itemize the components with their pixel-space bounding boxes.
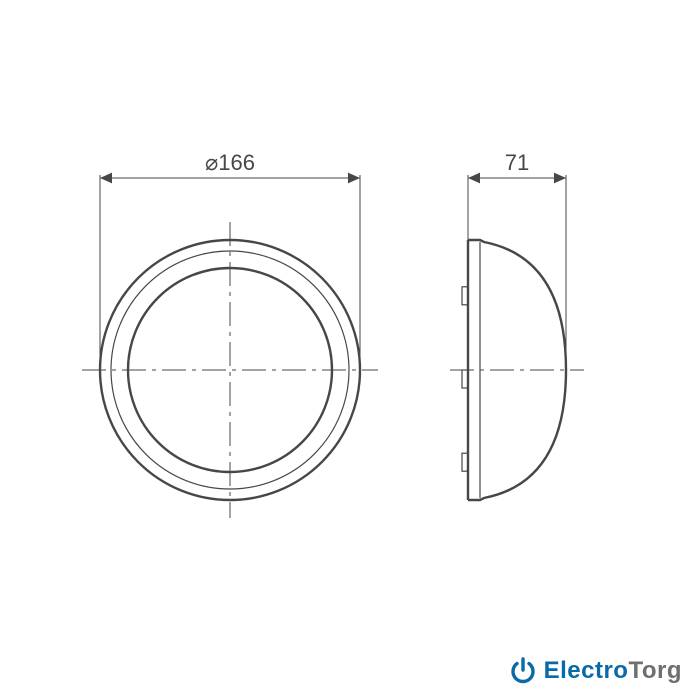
svg-text:⌀166: ⌀166 <box>205 150 255 175</box>
brand-text: ElectroTorg <box>544 657 682 685</box>
svg-text:71: 71 <box>505 150 529 175</box>
brand-logo: ElectroTorg <box>508 656 682 686</box>
drawing-canvas: ⌀166 71 <box>0 0 700 700</box>
brand-prefix: Electro <box>544 657 629 684</box>
brand-suffix: Torg <box>628 657 682 684</box>
power-icon <box>508 656 538 686</box>
technical-drawing-svg: ⌀166 71 <box>0 0 700 700</box>
